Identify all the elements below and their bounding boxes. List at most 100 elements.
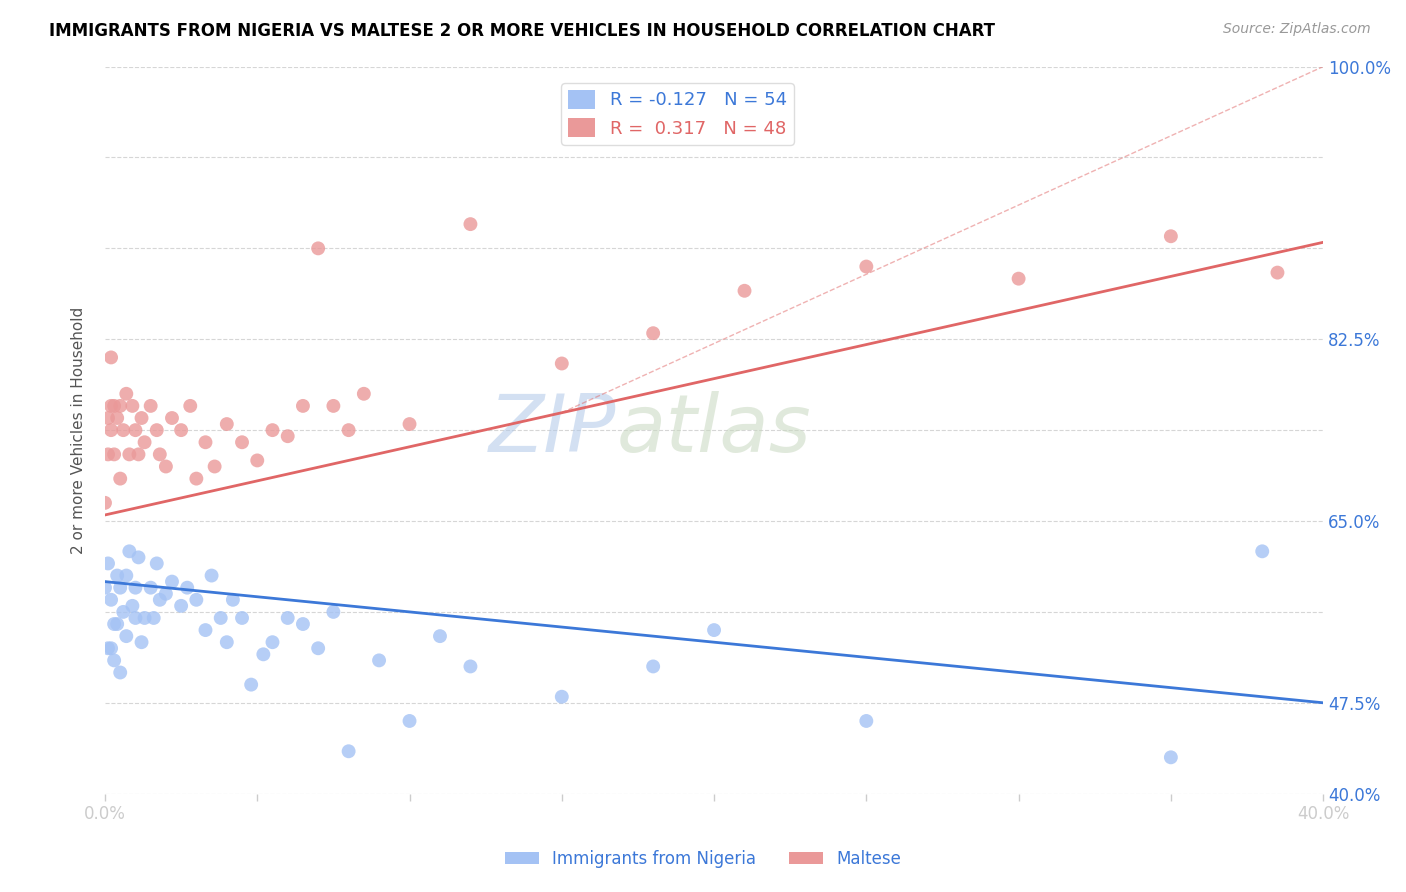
Point (105, 568, 128, 582)
Point (176, 581, 198, 595)
Point (97, 641, 120, 656)
Point (291, 399, 314, 413)
Point (231, 435, 253, 450)
Point (194, 623, 217, 637)
Point (291, 617, 314, 632)
Point (112, 423, 135, 437)
Point (103, 447, 125, 461)
Point (145, 423, 167, 437)
Point (127, 550, 149, 565)
Legend: R = -0.127   N = 54, R =  0.317   N = 48: R = -0.127 N = 54, R = 0.317 N = 48 (561, 83, 794, 145)
Point (277, 429, 299, 443)
Point (100, 423, 122, 437)
Point (1007, 271, 1029, 285)
Point (194, 435, 217, 450)
Point (1160, 229, 1182, 244)
Point (110, 581, 132, 595)
Point (209, 611, 232, 625)
Point (103, 399, 125, 413)
Point (131, 635, 153, 649)
Point (240, 678, 263, 692)
Point (110, 399, 132, 413)
Text: IMMIGRANTS FROM NIGERIA VS MALTESE 2 OR MORE VEHICLES IN HOUSEHOLD CORRELATION C: IMMIGRANTS FROM NIGERIA VS MALTESE 2 OR … (49, 22, 995, 40)
Point (307, 241, 329, 255)
Point (551, 690, 574, 704)
Point (118, 544, 141, 558)
Point (307, 641, 329, 656)
Point (353, 386, 375, 401)
Point (179, 399, 201, 413)
Point (112, 605, 135, 619)
Point (429, 629, 451, 643)
Point (337, 744, 360, 758)
Point (149, 447, 172, 461)
Point (734, 284, 756, 298)
Point (139, 399, 162, 413)
Point (97, 447, 120, 461)
Point (105, 617, 128, 632)
Point (115, 568, 138, 582)
Point (124, 423, 146, 437)
Point (215, 417, 238, 431)
Point (134, 435, 156, 450)
Point (1160, 750, 1182, 764)
Point (149, 592, 172, 607)
Point (115, 629, 138, 643)
Point (398, 417, 420, 431)
Point (246, 453, 269, 467)
Point (131, 411, 153, 425)
Point (186, 472, 208, 486)
Text: ZIP: ZIP (489, 391, 617, 469)
Point (142, 611, 165, 625)
Point (94, 581, 117, 595)
Point (222, 592, 245, 607)
Point (100, 641, 122, 656)
Point (322, 605, 344, 619)
Point (322, 399, 344, 413)
Text: Source: ZipAtlas.com: Source: ZipAtlas.com (1223, 22, 1371, 37)
Point (124, 581, 146, 595)
Point (97, 411, 120, 425)
Point (124, 611, 146, 625)
Point (215, 635, 238, 649)
Point (115, 386, 138, 401)
Point (643, 659, 665, 673)
Point (703, 623, 725, 637)
Point (155, 587, 177, 601)
Point (186, 592, 208, 607)
Point (118, 447, 141, 461)
Text: atlas: atlas (617, 391, 811, 469)
Point (551, 356, 574, 370)
Point (139, 581, 162, 595)
Point (170, 599, 193, 613)
Point (121, 599, 143, 613)
Point (103, 617, 125, 632)
Point (127, 447, 149, 461)
Point (145, 557, 167, 571)
Point (337, 423, 360, 437)
Point (855, 714, 877, 728)
Point (460, 659, 482, 673)
Point (262, 423, 284, 437)
Point (121, 399, 143, 413)
Point (100, 399, 122, 413)
Point (94, 496, 117, 510)
Point (262, 635, 284, 649)
Point (368, 653, 391, 667)
Point (97, 557, 120, 571)
Point (855, 260, 877, 274)
Point (231, 611, 253, 625)
Point (110, 472, 132, 486)
Y-axis label: 2 or more Vehicles in Household: 2 or more Vehicles in Household (72, 307, 86, 554)
Point (277, 611, 299, 625)
Point (252, 648, 274, 662)
Point (103, 653, 125, 667)
Legend: Immigrants from Nigeria, Maltese: Immigrants from Nigeria, Maltese (499, 844, 907, 875)
Point (110, 665, 132, 680)
Point (460, 217, 482, 231)
Point (155, 459, 177, 474)
Point (200, 568, 222, 582)
Point (160, 574, 183, 589)
Point (100, 592, 122, 607)
Point (204, 459, 226, 474)
